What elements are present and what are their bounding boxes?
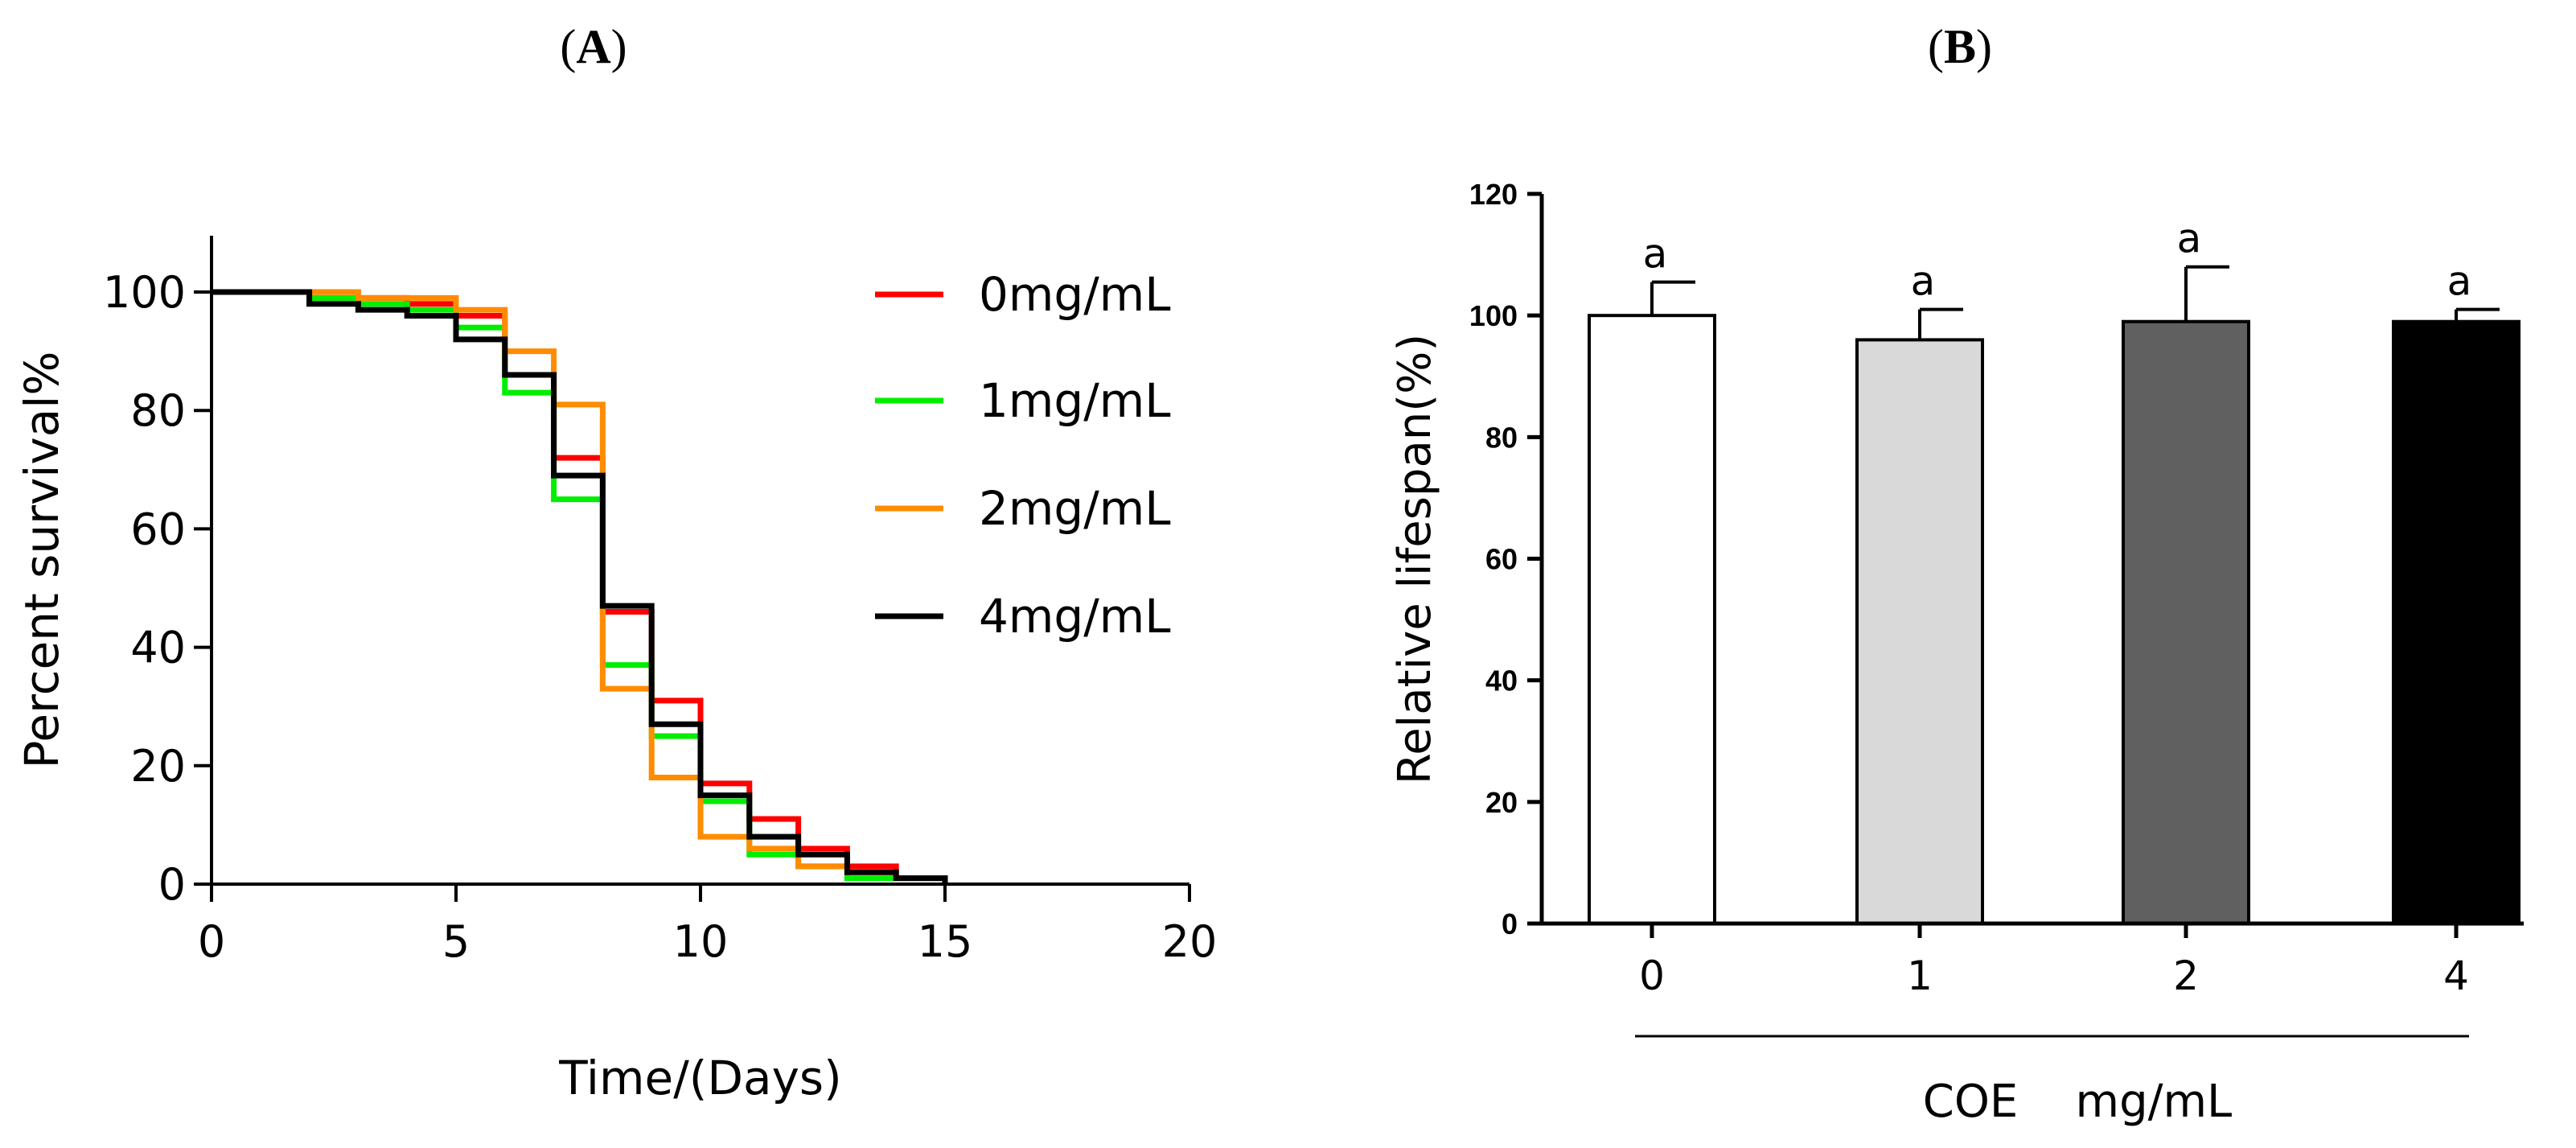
legend-label: 4mg/mL (979, 589, 1171, 644)
survival-series-2 (212, 289, 948, 884)
x-axis-title: COE mg/mL (1923, 1076, 2232, 1128)
x-tick-label: 20 (1162, 916, 1218, 967)
y-tick-label: 60 (130, 504, 186, 554)
legend-label: 0mg/mL (979, 267, 1171, 322)
x-tick-label: 2 (2173, 953, 2199, 999)
x-tick-label: 15 (918, 916, 973, 967)
panel-b-label: (B) (1928, 20, 1992, 73)
y-tick-label: 80 (130, 385, 186, 436)
y-tick-label: 100 (103, 267, 186, 318)
legend-label: 1mg/mL (979, 373, 1171, 428)
significance-letter: a (2447, 258, 2472, 305)
bar-1 (1855, 338, 1984, 925)
y-tick-label: 60 (1485, 543, 1518, 576)
x-tick-label: 4 (2443, 953, 2469, 999)
bar-4 (2392, 319, 2521, 926)
legend-label: 2mg/mL (979, 481, 1171, 536)
y-tick-label: 40 (130, 623, 186, 673)
bar-2 (2122, 319, 2250, 926)
survival-series-1 (212, 289, 948, 884)
y-axis-title: Percent survival% (14, 351, 69, 768)
y-tick-label: 0 (1502, 907, 1518, 940)
y-tick-label: 100 (1469, 299, 1518, 332)
significance-letter: a (1643, 231, 1668, 278)
survival-series-0 (212, 289, 948, 884)
y-tick-label: 40 (1485, 665, 1518, 697)
x-tick-label: 0 (198, 916, 225, 967)
panel-a-label: (A) (560, 20, 627, 73)
y-tick-label: 0 (158, 859, 186, 910)
x-tick-label: 10 (673, 916, 729, 967)
panel-a-letter: A (576, 20, 610, 73)
x-axis-title: Time/(Days) (558, 1051, 841, 1105)
y-tick-label: 120 (1469, 178, 1518, 211)
bar-0 (1588, 314, 1716, 925)
y-tick-label: 20 (1485, 786, 1518, 819)
panel-b-letter: B (1944, 20, 1976, 73)
significance-letter: a (1911, 258, 1936, 305)
x-tick-label: 1 (1907, 953, 1933, 999)
x-tick-label: 5 (442, 916, 470, 967)
lifespan-chart: a a a a 0 20 40 60 80 100 120 0 1 2 4 Relative lifes… (1389, 178, 2524, 1128)
y-axis-title: Relative lifespan(%) (1389, 334, 1441, 784)
x-tick-label: 0 (1639, 953, 1665, 999)
significance-letter: a (2177, 216, 2202, 262)
survival-series-3 (212, 289, 948, 884)
y-tick-label: 80 (1485, 421, 1518, 454)
survival-chart: 0 20 40 60 80 100 0 5 10 15 20 0mg/mL 1mg/mL 2mg/mL… (14, 236, 1217, 1105)
y-tick-label: 20 (130, 741, 186, 792)
